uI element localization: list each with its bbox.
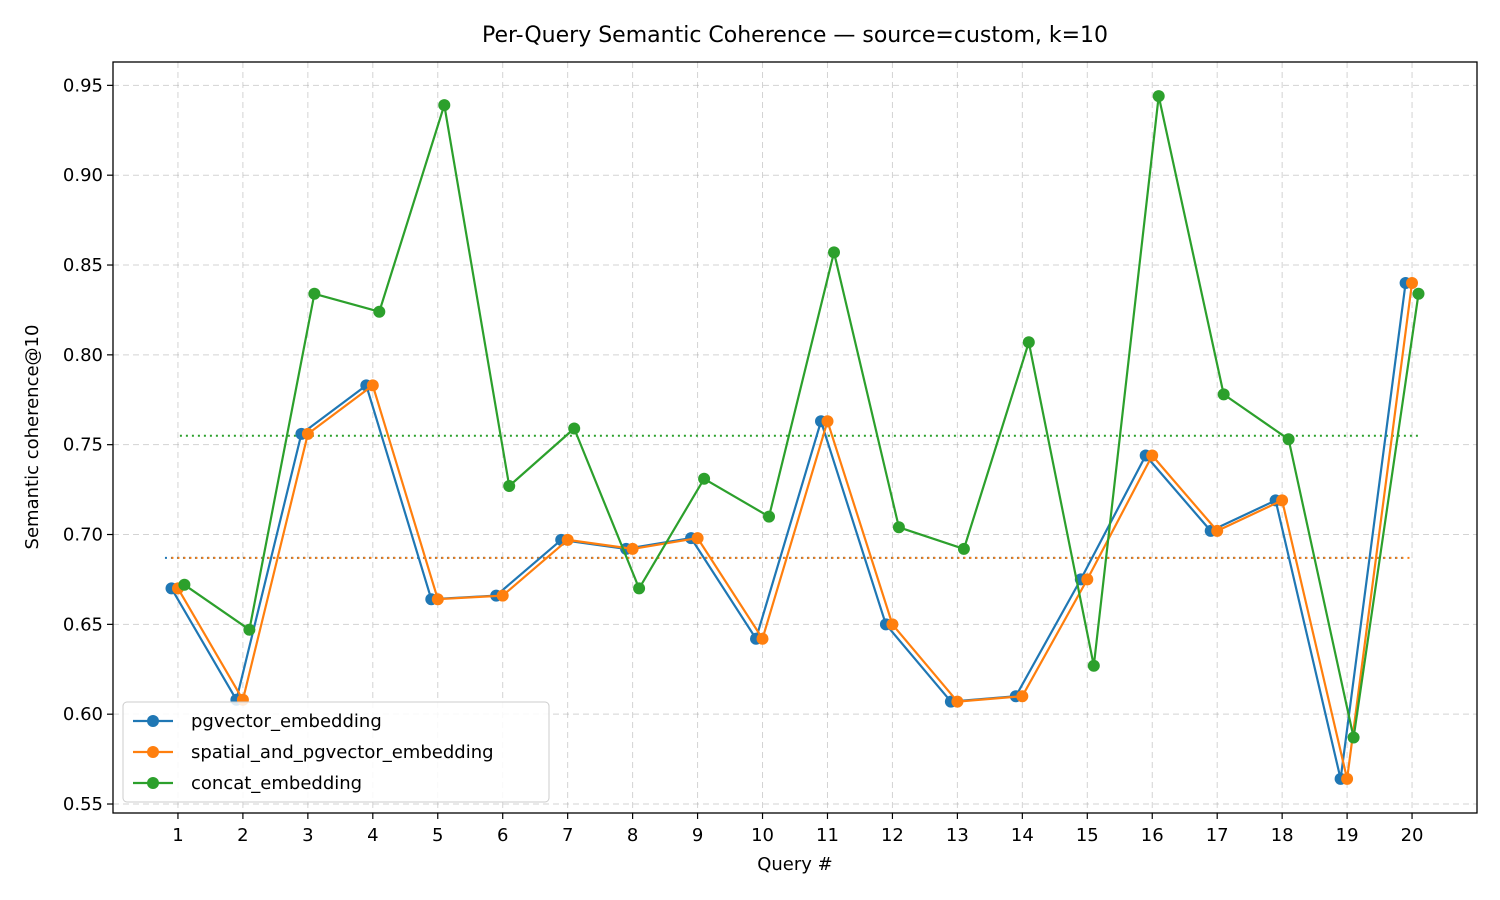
data-point	[1406, 277, 1418, 289]
data-point	[828, 246, 840, 259]
y-tick-label: 0.65	[63, 614, 103, 635]
x-tick-label: 18	[1271, 825, 1294, 846]
data-point	[301, 427, 314, 440]
x-tick-label: 11	[816, 825, 839, 846]
x-tick-label: 17	[1206, 825, 1229, 846]
y-tick-label: 0.60	[63, 704, 103, 725]
data-point	[438, 99, 451, 112]
x-tick-label: 14	[1011, 825, 1034, 846]
data-point	[756, 632, 769, 645]
data-point	[1412, 287, 1425, 300]
data-point	[366, 379, 379, 392]
legend-label: pgvector_embedding	[191, 711, 382, 732]
y-axis-label: Semantic coherence@10	[22, 325, 43, 550]
x-tick-label: 4	[367, 825, 378, 846]
data-point	[1211, 524, 1224, 537]
x-tick-label: 6	[497, 825, 508, 846]
y-tick-label: 0.90	[63, 165, 103, 186]
series-line-spatial_and_pgvector_embedding	[177, 282, 1414, 781]
data-point	[892, 521, 905, 534]
legend-label: concat_embedding	[191, 773, 362, 794]
data-point	[1152, 90, 1165, 103]
data-point	[1016, 690, 1029, 703]
y-tick-label: 0.70	[63, 525, 103, 546]
x-tick-label: 13	[946, 825, 969, 846]
y-tick-label: 0.85	[63, 255, 103, 276]
legend-swatch-marker	[147, 777, 159, 789]
data-point	[951, 695, 964, 708]
data-point	[1276, 494, 1289, 507]
x-tick-label: 8	[627, 825, 638, 846]
plot-area-frame	[112, 61, 1478, 814]
legend-box	[122, 701, 550, 803]
x-tick-label: 10	[751, 825, 774, 846]
data-point	[496, 589, 509, 602]
x-axis-ticks: 1 2 3 4 5 6 7 8 9 10 11 12 13 14 15 16 17 18 19 20	[172, 813, 1424, 846]
data-point	[503, 480, 516, 492]
data-point	[1347, 731, 1360, 744]
y-axis-ticks: 0.55 0.60 0.65 0.70 0.75 0.80 0.85 0.90 0.95	[63, 75, 113, 815]
y-tick-label: 0.75	[63, 435, 103, 456]
x-tick-label: 15	[1076, 825, 1099, 846]
x-tick-label: 20	[1401, 825, 1424, 846]
data-point	[1087, 659, 1100, 672]
x-axis-label: Query #	[757, 854, 833, 875]
series-concat_embedding	[178, 90, 1425, 744]
data-point	[1146, 449, 1159, 462]
chart-title: Per-Query Semantic Coherence — source=cu…	[482, 23, 1108, 48]
data-point	[886, 618, 899, 631]
y-tick-label: 0.80	[63, 345, 103, 366]
legend-label: spatial_and_pgvector_embedding	[191, 742, 494, 763]
data-point	[1022, 336, 1035, 349]
series-line-concat_embedding	[183, 94, 1420, 739]
data-point	[561, 533, 574, 546]
series-spatial_and_pgvector_embedding	[172, 277, 1418, 785]
data-point	[691, 532, 704, 545]
y-tick-label: 0.55	[63, 794, 103, 815]
data-point	[243, 623, 256, 636]
x-tick-label: 7	[562, 825, 573, 846]
data-point	[308, 287, 321, 300]
data-point	[957, 542, 970, 555]
series-line-pgvector_embedding	[170, 282, 1407, 781]
x-tick-label: 3	[302, 825, 313, 846]
data-point	[373, 305, 386, 318]
x-tick-label: 2	[237, 825, 248, 846]
x-tick-label: 12	[881, 825, 904, 846]
data-point	[1081, 573, 1094, 586]
data-point	[178, 578, 191, 591]
series-group	[165, 90, 1425, 785]
x-tick-label: 9	[692, 825, 703, 846]
data-point	[1217, 388, 1230, 401]
data-point	[568, 422, 581, 435]
data-point	[431, 593, 444, 606]
data-point	[626, 542, 639, 555]
data-point	[1341, 772, 1354, 785]
data-point	[698, 472, 711, 485]
data-point	[821, 415, 834, 428]
data-point	[763, 510, 775, 523]
legend: pgvector_embedding spatial_and_pgvector_e…	[122, 701, 550, 803]
legend-swatch-marker	[147, 715, 159, 727]
data-point	[1282, 433, 1295, 446]
x-tick-label: 19	[1336, 825, 1359, 846]
x-tick-label: 1	[172, 825, 183, 846]
data-point	[633, 582, 646, 595]
x-tick-label: 5	[432, 825, 443, 846]
x-tick-label: 16	[1141, 825, 1164, 846]
y-tick-label: 0.95	[63, 75, 103, 96]
mean-lines	[164, 434, 1421, 559]
grid	[113, 62, 1477, 813]
legend-swatch-marker	[147, 746, 159, 758]
